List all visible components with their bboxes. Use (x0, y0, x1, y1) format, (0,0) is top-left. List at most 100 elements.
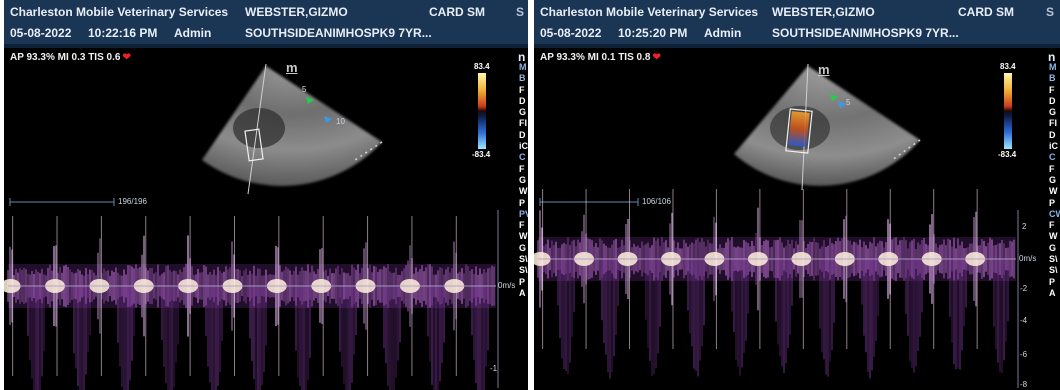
side-menu-label: F (1049, 163, 1055, 174)
header-bar: Charleston Mobile Veterinary Services WE… (4, 0, 528, 48)
color-scale-bar (1004, 73, 1012, 149)
acoustic-params: AP 93.3% MI 0.3 TIS 0.6 ❤ (10, 52, 131, 63)
side-menu-label: W (519, 186, 528, 197)
side-menu-label: G (1049, 107, 1057, 118)
velocity-tick-label: -1 (490, 364, 498, 373)
side-menu-label: D (1049, 95, 1056, 106)
velocity-tick-label: 2 (1022, 222, 1027, 231)
doppler-spectrum (534, 189, 1016, 379)
heart-icon: ❤ (652, 52, 661, 63)
acoustic-params-text: AP 93.3% MI 0.3 TIS 0.6 (10, 52, 121, 63)
velocity-tick-label: -2 (1020, 284, 1028, 293)
side-menu-label: F (1049, 84, 1055, 95)
side-menu-label: M (519, 62, 527, 72)
side-menu-label: D (519, 129, 526, 140)
side-menu-label: FI (519, 118, 527, 129)
side-menu-label: G (519, 174, 527, 185)
baseline-label: 0m/s (498, 281, 516, 290)
logo-mark: m (818, 62, 830, 77)
baseline-label: 0m/s (1019, 254, 1037, 263)
side-menu-label: iC (1049, 141, 1058, 152)
ultrasound-panel-left: Charleston Mobile Veterinary Services WE… (4, 0, 528, 390)
color-scale-min: -83.4 (472, 150, 491, 159)
blue-marker-icon (838, 101, 846, 108)
color-scale-max: 83.4 (1000, 62, 1016, 71)
side-menu-label: S\ (1049, 265, 1058, 276)
ultrasound-panel-right: Charleston Mobile Veterinary Services WE… (534, 0, 1060, 390)
side-menu-label: CW (1049, 208, 1060, 219)
acoustic-params: AP 93.3% MI 0.1 TIS 0.8 ❤ (540, 52, 661, 63)
velocity-tick-label: -6 (1020, 350, 1028, 359)
preset-label: CARD SM (958, 5, 1014, 19)
side-menu-label: M (1049, 62, 1057, 72)
logo-mark: m (286, 60, 298, 75)
side-menu-label: C (1049, 152, 1056, 163)
imaging-canvas-left (4, 63, 499, 390)
patient-id: SOUTHSIDEANIMHOSPK9 7YR... (245, 26, 432, 40)
heart-icon: ❤ (122, 52, 131, 63)
depth-mark: 5 (302, 85, 307, 94)
depth-mark: 5 (846, 98, 851, 107)
side-menu-label: G (1049, 174, 1057, 185)
color-scale-bar (478, 73, 486, 149)
green-marker-icon (830, 94, 838, 101)
clinic-name: Charleston Mobile Veterinary Services (10, 5, 229, 19)
green-marker-icon (306, 97, 314, 104)
side-menu-labels: MBFDGFIDiCCFGWPPVFWGS\S\PA (519, 62, 528, 299)
side-menu-label: G (519, 107, 527, 118)
side-menu-label: FI (1049, 118, 1057, 129)
exam-date: 05-08-2022 (10, 26, 72, 40)
blue-marker-icon (324, 116, 332, 123)
color-scale-min: -83.4 (998, 150, 1017, 159)
header-divider (534, 44, 1060, 48)
exam-time: 10:22:16 PM (88, 26, 158, 40)
side-menu-label: S\ (519, 265, 528, 276)
side-menu-label: S\ (1049, 254, 1058, 265)
bmode-sector (202, 66, 382, 186)
side-menu-label: A (519, 287, 526, 298)
doppler-spectrum (4, 216, 496, 390)
sample-gate (785, 108, 813, 154)
side-menu-label: B (519, 73, 526, 84)
acoustic-params-text: AP 93.3% MI 0.1 TIS 0.8 (540, 52, 651, 63)
patient-id: SOUTHSIDEANIMHOSPK9 7YR... (772, 26, 959, 40)
sample-gate (244, 128, 264, 162)
velocity-tick-label: -8 (1020, 380, 1028, 389)
side-menu-label: P (1049, 276, 1056, 287)
side-menu-label: D (519, 95, 526, 106)
operator-name: Admin (704, 26, 742, 40)
side-menu-label: S\ (519, 254, 528, 265)
header-bar: Charleston Mobile Veterinary Services WE… (534, 0, 1060, 48)
exam-time: 10:25:20 PM (618, 26, 688, 40)
side-menu-label: C (519, 152, 526, 163)
side-menu-label: F (1049, 220, 1055, 231)
sweep-counter: 196/196 (118, 197, 147, 206)
operator-name: Admin (174, 26, 212, 40)
color-scale-max: 83.4 (474, 62, 490, 71)
side-menu-label: G (1049, 242, 1057, 253)
imaging-canvas-right (534, 63, 1019, 388)
side-menu-label: F (519, 84, 525, 95)
patient-name: WEBSTER,GIZMO (245, 5, 348, 19)
side-menu-label: W (1049, 231, 1058, 242)
corner-label: n (518, 50, 526, 64)
corner-label: n (1048, 50, 1056, 64)
preset-label: CARD SM (429, 5, 485, 19)
exam-date: 05-08-2022 (540, 26, 602, 40)
side-menu-label: B (1049, 73, 1056, 84)
velocity-tick-label: -4 (1020, 316, 1028, 325)
depth-mark: 10 (336, 117, 345, 126)
side-menu-label: P (1049, 197, 1056, 208)
side-menu-label: W (519, 231, 528, 242)
side-menu-label: W (1049, 186, 1058, 197)
side-menu-label: A (1049, 287, 1056, 298)
side-menu-label: PV (519, 208, 528, 219)
side-menu-label: F (519, 163, 525, 174)
side-menu-label: F (519, 220, 525, 231)
patient-name: WEBSTER,GIZMO (772, 5, 875, 19)
side-menu-label: G (519, 242, 527, 253)
side-menu-label: P (519, 276, 526, 287)
header-divider (4, 44, 528, 48)
color-flow-box (788, 111, 810, 147)
